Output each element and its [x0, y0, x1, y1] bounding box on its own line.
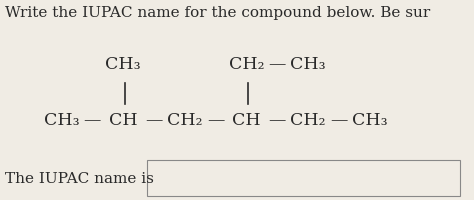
Bar [147, 160, 460, 196]
Text: CH₃: CH₃ [105, 56, 141, 72]
Text: CH₂: CH₂ [291, 112, 326, 128]
Text: CH₂: CH₂ [229, 56, 264, 72]
Text: CH₃: CH₃ [44, 112, 80, 128]
Text: CH: CH [232, 112, 261, 128]
Text: CH₃: CH₃ [290, 56, 326, 72]
Text: Write the IUPAC name for the compound below. Be sur: Write the IUPAC name for the compound be… [5, 6, 430, 20]
Text: —: — [207, 112, 224, 128]
Text: —: — [269, 112, 286, 128]
Text: —: — [269, 56, 286, 72]
Text: —: — [84, 112, 101, 128]
Text: The IUPAC name is: The IUPAC name is [5, 171, 154, 185]
Text: CH₂: CH₂ [167, 112, 202, 128]
Text: —: — [330, 112, 347, 128]
Text: CH: CH [109, 112, 137, 128]
Text: —: — [146, 112, 163, 128]
Text: CH₃: CH₃ [352, 112, 388, 128]
